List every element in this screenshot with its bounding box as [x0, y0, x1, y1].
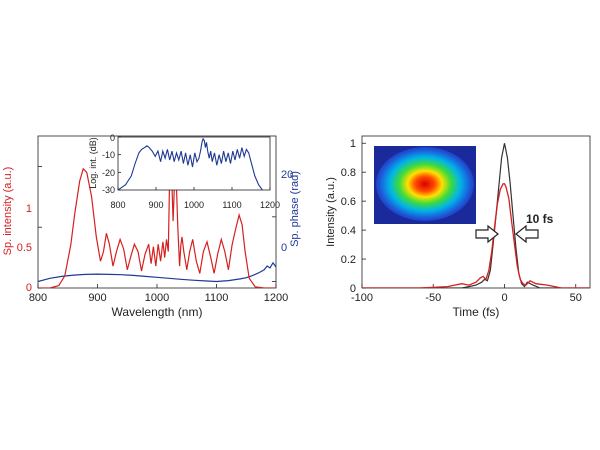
inset-x-tick-label: 1100 — [222, 200, 241, 210]
right-y-tick-label: 0.4 — [341, 225, 356, 237]
right-y-tick-label: 0 — [350, 283, 356, 295]
left-y-tick-label: 1 — [26, 203, 32, 215]
left-hollow-arrow — [475, 224, 499, 244]
inset-y-tick-label: 0 — [110, 133, 115, 143]
transform-limited-pulse-line — [362, 143, 590, 288]
fwhm-annotation-label: 10 fs — [526, 212, 554, 226]
beam-profile-spot — [376, 147, 474, 221]
left-y-tick-label: 0.5 — [17, 242, 32, 254]
right-y-tick-label: 0.8 — [341, 167, 356, 179]
right-y-axis-label: Intensity (a.u.) — [325, 177, 337, 247]
right-y-tick-label: 0.2 — [341, 254, 356, 266]
inset-y-tick-label: -20 — [102, 168, 115, 178]
intensity-series-line — [38, 167, 276, 288]
inset-y-tick-label: -10 — [102, 150, 115, 160]
inset-plot-frame — [117, 136, 271, 191]
left-x-tick-label: 1000 — [145, 292, 169, 304]
inset-x-tick-label: 800 — [110, 200, 125, 210]
inset-x-tick-label: 1000 — [184, 200, 204, 210]
left-y2-axis-label: Sp. phase (rad) — [289, 171, 301, 247]
right-hollow-arrow — [515, 224, 539, 244]
left-y2-tick-label: 20 — [281, 169, 293, 181]
right-y-tick-label: 0.6 — [341, 196, 356, 208]
inset-y-axis-label: Log. int. (dB) — [88, 137, 98, 189]
right-chart: -100 -50 0 50 0 0.2 0.4 0.6 0.8 1 Time (… — [325, 135, 591, 319]
inset-log-intensity-line — [118, 137, 263, 190]
right-x-tick-label: 50 — [570, 292, 582, 304]
left-x-tick-label: 1200 — [264, 292, 288, 304]
inset-y-tick-label: -30 — [102, 185, 115, 195]
right-x-tick-label: -50 — [425, 292, 441, 304]
measured-pulse-line — [362, 183, 590, 288]
right-x-tick-label: 0 — [501, 292, 507, 304]
left-chart: 800 900 1000 1100 1200 0 0.5 1 0 20 Wave… — [2, 133, 301, 319]
phase-series-line — [38, 261, 276, 283]
left-inset-chart: 0 -10 -20 -30 800 900 1000 1100 1200 Log… — [88, 133, 280, 210]
left-y2-tick-label: 0 — [281, 242, 287, 254]
right-x-tick-label: -100 — [351, 292, 373, 304]
inset-x-tick-label: 1200 — [260, 200, 280, 210]
inset-ticks — [117, 136, 271, 191]
fwhm-arrows — [475, 224, 539, 244]
left-y-axis-label: Sp. intensity (a.u.) — [2, 167, 14, 256]
left-x-axis-label: Wavelength (nm) — [112, 305, 203, 319]
left-y-tick-label: 0 — [26, 282, 32, 294]
left-x-tick-label: 1100 — [205, 292, 229, 304]
right-x-axis-label: Time (fs) — [453, 305, 500, 319]
right-y-tick-label: 1 — [350, 138, 356, 150]
inset-x-tick-label: 900 — [148, 200, 163, 210]
left-x-tick-label: 800 — [29, 292, 47, 304]
beam-profile-inset — [374, 146, 476, 224]
left-x-tick-label: 900 — [88, 292, 106, 304]
